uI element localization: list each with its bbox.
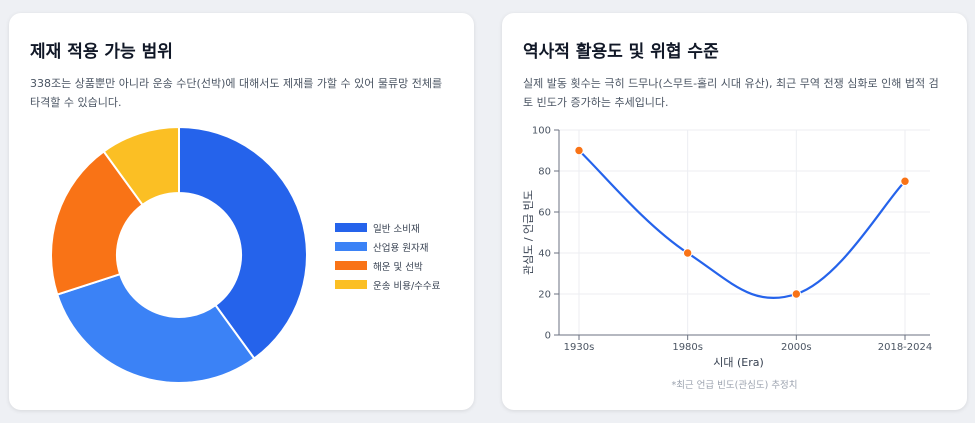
x-tick-label: 1980s bbox=[672, 342, 703, 353]
y-axis-title: 관심도 / 언급 빈도 bbox=[522, 190, 535, 275]
data-point[interactable] bbox=[574, 145, 584, 156]
y-tick-label: 20 bbox=[538, 290, 551, 301]
historical-usage-card: 역사적 활용도 및 위협 수준 실제 발동 횟수는 극히 드무나(스무트-홀리 … bbox=[502, 13, 967, 410]
sanctions-scope-title: 제재 적용 가능 범위 bbox=[30, 42, 173, 62]
legend-swatch bbox=[335, 242, 367, 251]
sanctions-scope-card: 제재 적용 가능 범위 338조는 상품뿐만 아니라 운송 수단(선박)에 대해… bbox=[9, 13, 474, 410]
legend-item[interactable]: 해운 및 선박 bbox=[335, 256, 440, 275]
doughnut-slice[interactable] bbox=[50, 150, 144, 296]
legend-item[interactable]: 산업용 원자재 bbox=[335, 237, 440, 256]
doughnut-slice[interactable] bbox=[56, 272, 256, 384]
y-tick-label: 60 bbox=[538, 208, 551, 219]
sanctions-scope-description: 338조는 상품뿐만 아니라 운송 수단(선박)에 대해서도 제재를 가할 수 … bbox=[30, 77, 443, 109]
y-tick-label: 40 bbox=[538, 249, 551, 260]
data-point[interactable] bbox=[682, 248, 693, 258]
legend-swatch bbox=[335, 223, 367, 232]
legend-label: 산업용 원자재 bbox=[373, 242, 429, 254]
legend-swatch bbox=[335, 261, 367, 270]
doughnut-chart bbox=[50, 125, 308, 384]
legend-label: 해운 및 선박 bbox=[373, 261, 423, 273]
legend-label: 운송 비용/수수료 bbox=[373, 280, 441, 292]
data-point[interactable] bbox=[791, 289, 802, 299]
doughnut-slice[interactable] bbox=[178, 125, 308, 360]
doughnut-slice[interactable] bbox=[102, 125, 180, 207]
line-chart: 0 20 40 60 80 100 1930s 1980s 2000s 2018-2024 시대 (… bbox=[522, 126, 933, 370]
legend-label: 일반 소비재 bbox=[373, 223, 420, 235]
legend-item[interactable]: 운송 비용/수수료 bbox=[335, 275, 440, 294]
estimate-footnote: *최근 언급 빈도(관심도) 추정치 bbox=[671, 380, 798, 391]
y-tick-label: 80 bbox=[538, 167, 551, 178]
x-tick-label: 2000s bbox=[781, 342, 812, 353]
legend-item[interactable]: 일반 소비재 bbox=[335, 218, 440, 237]
y-tick-label: 0 bbox=[545, 331, 551, 342]
doughnut-legend: 일반 소비재 산업용 원자재 해운 및 선박 운송 비용/수수료 bbox=[335, 218, 440, 294]
series-line bbox=[578, 149, 906, 300]
x-tick-label: 2018-2024 bbox=[878, 342, 933, 353]
data-point[interactable] bbox=[900, 176, 910, 186]
legend-swatch bbox=[335, 280, 367, 289]
x-tick-label: 1930s bbox=[564, 342, 595, 353]
x-axis-title: 시대 (Era) bbox=[713, 356, 764, 369]
historical-usage-description: 실제 발동 횟수는 극히 드무나(스무트-홀리 시대 유산), 최근 무역 전쟁… bbox=[523, 77, 939, 109]
historical-usage-title: 역사적 활용도 및 위협 수준 bbox=[523, 42, 719, 62]
y-tick-label: 100 bbox=[532, 126, 551, 137]
